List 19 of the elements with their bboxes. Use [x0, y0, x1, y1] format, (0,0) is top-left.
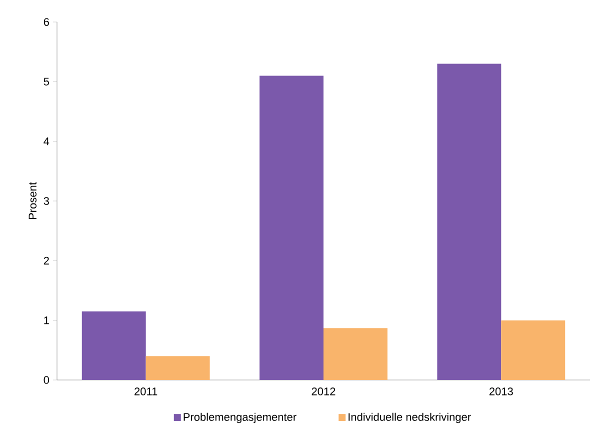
y-axis-title: Prosent — [28, 182, 36, 220]
y-tick-label: 5 — [44, 78, 49, 86]
y-tick-label: 4 — [44, 138, 50, 146]
x-tick-label: 2011 — [134, 388, 158, 396]
y-tick-label: 1 — [44, 316, 49, 324]
bar — [437, 64, 502, 380]
bar — [146, 356, 210, 380]
y-tick-label: 6 — [44, 18, 49, 26]
legend-label: Problemengasjementer — [184, 412, 296, 424]
bar — [501, 320, 566, 380]
x-tick-label: 2012 — [312, 388, 336, 396]
legend-label: Individuelle nedskrivinger — [348, 412, 471, 424]
bar — [324, 328, 388, 380]
bar — [260, 76, 324, 380]
x-tick-label: 2013 — [489, 388, 513, 396]
y-tick-label: 0 — [44, 376, 50, 384]
y-tick-label: 2 — [44, 256, 49, 264]
y-tick-label: 3 — [44, 197, 49, 205]
bar — [82, 311, 146, 380]
